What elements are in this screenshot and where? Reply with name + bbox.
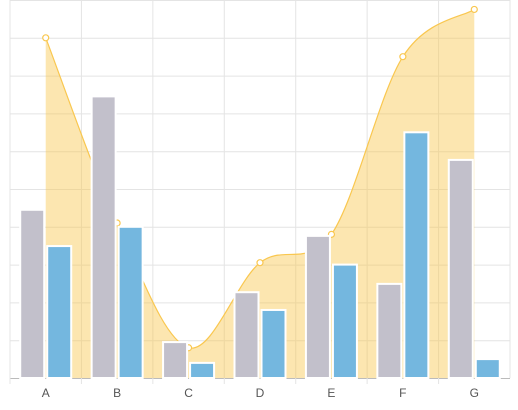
bar [162,341,189,379]
area-point [42,34,50,42]
bar [46,245,73,379]
bar [447,158,474,379]
area-fill [45,9,475,378]
area-point [256,259,264,267]
x-tick-label: C [184,386,193,400]
x-tick-label: B [113,386,121,400]
bar [304,234,331,379]
bar [403,131,430,379]
x-tick-label: D [256,386,265,400]
x-tick-label: G [470,386,479,400]
area-point [399,53,407,61]
x-tick-label: A [42,386,50,400]
bar [117,225,144,379]
bar [376,282,403,379]
bar [233,291,260,379]
x-tick-label: F [399,386,406,400]
bar [260,308,287,379]
bar [90,95,117,379]
bar [474,358,501,380]
x-tick-label: E [327,386,335,400]
bar [331,263,358,380]
bar [189,361,216,380]
area-point [470,5,478,14]
bar [19,208,46,379]
